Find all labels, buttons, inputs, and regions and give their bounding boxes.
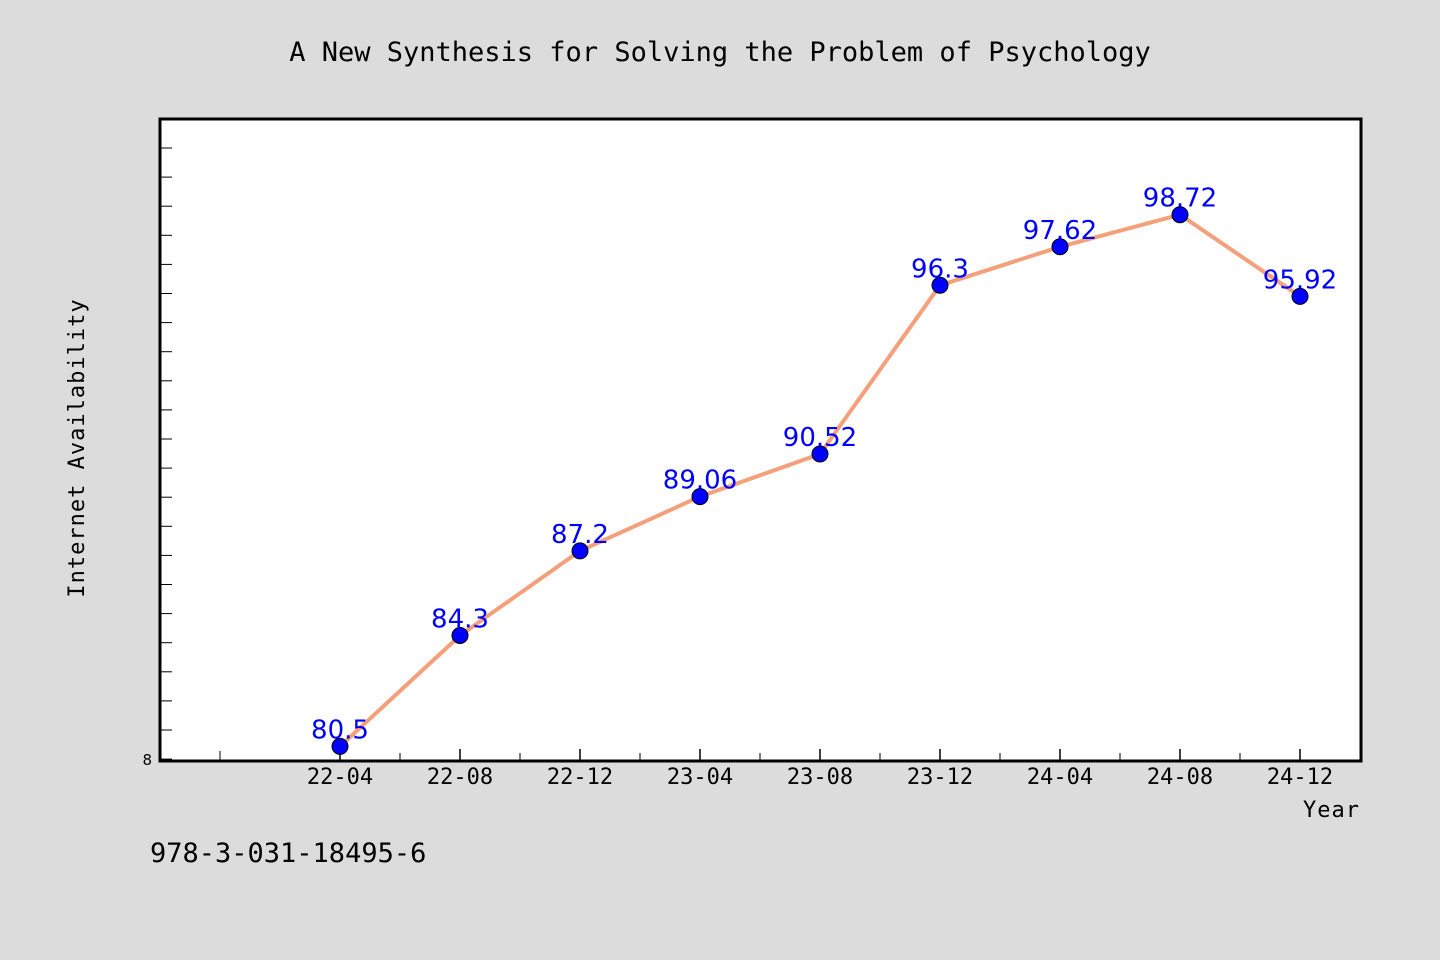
data-point [1051,238,1069,256]
isbn-footnote: 978-3-031-18495-6 [150,838,426,869]
x-tick-label: 22-12 [547,765,613,790]
data-label: 95.92 [1263,265,1337,295]
data-label: 97.62 [1023,216,1097,246]
chart-title: A New Synthesis for Solving the Problem … [289,37,1151,68]
x-tick-label: 23-12 [907,765,973,790]
data-point [331,737,349,755]
data-label: 96.3 [911,254,969,284]
x-tick-label: 24-04 [1027,765,1093,790]
x-tick-label: 23-08 [787,765,853,790]
x-axis-ticks [219,749,1361,761]
x-axis-tick-labels: 22-04 22-08 22-12 23-04 23-08 23-12 24-04 24-08… [307,765,1333,790]
data-labels: 80.5 84.3 87.2 89.06 90.52 96.3 97.62 98.72 95.9… [311,184,1337,746]
plot-area [158,117,1363,763]
x-tick-label: 24-12 [1267,765,1333,790]
data-label: 98.72 [1143,184,1217,214]
data-label: 87.2 [551,520,609,550]
data-point [1291,287,1309,305]
y-tick-label: 8 [142,751,152,769]
data-label: 90.52 [783,423,857,453]
data-label: 84.3 [431,605,489,635]
data-point [1171,206,1189,224]
x-tick-label: 22-04 [307,765,373,790]
x-tick-label: 23-04 [667,765,733,790]
data-point [691,488,709,506]
data-label: 80.5 [311,715,369,745]
data-markers [331,206,1309,755]
data-point [571,542,589,560]
y-axis-label: Internet Availability [65,298,90,597]
x-tick-label: 24-08 [1147,765,1213,790]
data-point [811,445,829,463]
x-axis-label: Year [1303,798,1360,823]
data-label: 89.06 [663,466,737,496]
y-axis-ticks [160,147,172,760]
data-point [451,627,469,644]
x-tick-label: 22-08 [427,765,493,790]
data-point [931,276,949,294]
